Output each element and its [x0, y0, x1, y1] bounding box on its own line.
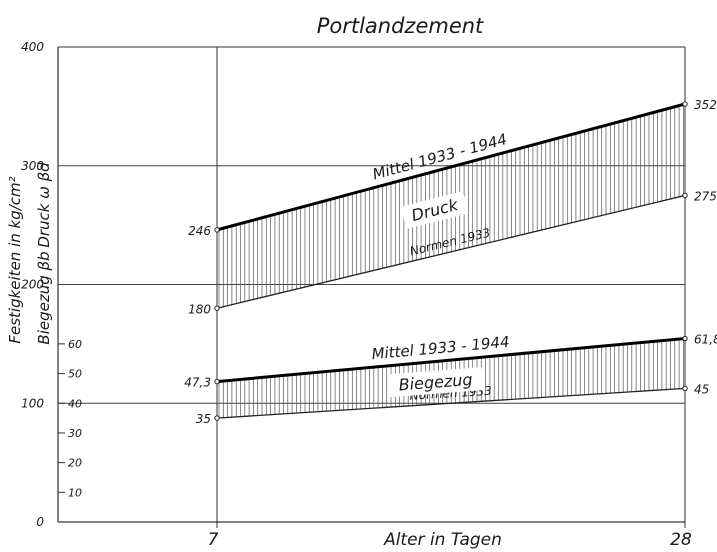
x-tick-label-7: 7 [208, 530, 219, 550]
value-label-biegezug-upper-7: 47,3 [184, 376, 211, 390]
y-tick-label-400: 400 [21, 40, 44, 54]
data-point [682, 101, 688, 107]
band-lower-line [216, 387, 686, 419]
band-name-bg [387, 367, 484, 398]
y-tick-label-300: 300 [21, 159, 44, 173]
data-point [682, 385, 688, 392]
biegezug-tick-label-60: 60 [68, 338, 82, 351]
band-upper-label-biegezug: Mittel 1933 - 1944 [371, 333, 510, 364]
value-label-druck-upper-28: 352 [694, 98, 717, 112]
data-point [682, 335, 688, 342]
y-axis-label-druck: Druck ω βd [35, 162, 53, 248]
data-point [214, 305, 220, 311]
band-druck [214, 101, 688, 311]
value-label-druck-lower-7: 180 [188, 302, 211, 316]
biegezug-tick-label-40: 40 [68, 397, 82, 410]
y-tick-label-200: 200 [21, 278, 44, 292]
y-axis-label-biegezug: Biegezug βb [35, 251, 53, 344]
y-tick-label-0: 0 [36, 515, 44, 529]
y-axis-label: Festigkeiten in kg/cm² [6, 176, 24, 343]
band-biegezug [214, 335, 688, 421]
biegezug-tick-label-20: 20 [68, 457, 82, 470]
band-name-group-druck: Druck [400, 191, 469, 230]
chart-title: Portlandzement [317, 14, 484, 38]
band-upper-line [216, 102, 686, 232]
value-label-biegezug-upper-28: 61,8 [694, 333, 717, 347]
biegezug-tick-label-10: 10 [68, 486, 82, 499]
band-upper-line [216, 337, 686, 384]
grid [57, 46, 686, 528]
x-axis-label: Alter in Tagen [383, 530, 502, 550]
value-label-druck-upper-7: 246 [188, 224, 211, 238]
x-tick-label-28: 28 [670, 530, 692, 550]
data-point [214, 378, 220, 385]
data-point [214, 227, 220, 233]
data-point [214, 415, 220, 421]
band-name-bg [400, 191, 469, 230]
band-name-group-biegezug: Biegezug [387, 367, 484, 398]
biegezug-tick-label-30: 30 [68, 427, 82, 440]
biegezug-tick-label-50: 50 [68, 368, 82, 381]
value-label-biegezug-lower-28: 45 [694, 382, 709, 396]
data-point [682, 192, 688, 199]
ticks: 0 100 200 300 400 10 20 30 40 50 60 7 28 [21, 40, 692, 550]
value-label-druck-lower-28: 275 [694, 189, 717, 203]
y-tick-label-100: 100 [21, 396, 44, 410]
band-lower-line [216, 194, 686, 309]
value-label-biegezug-lower-7: 35 [196, 412, 211, 426]
bands [214, 101, 688, 421]
